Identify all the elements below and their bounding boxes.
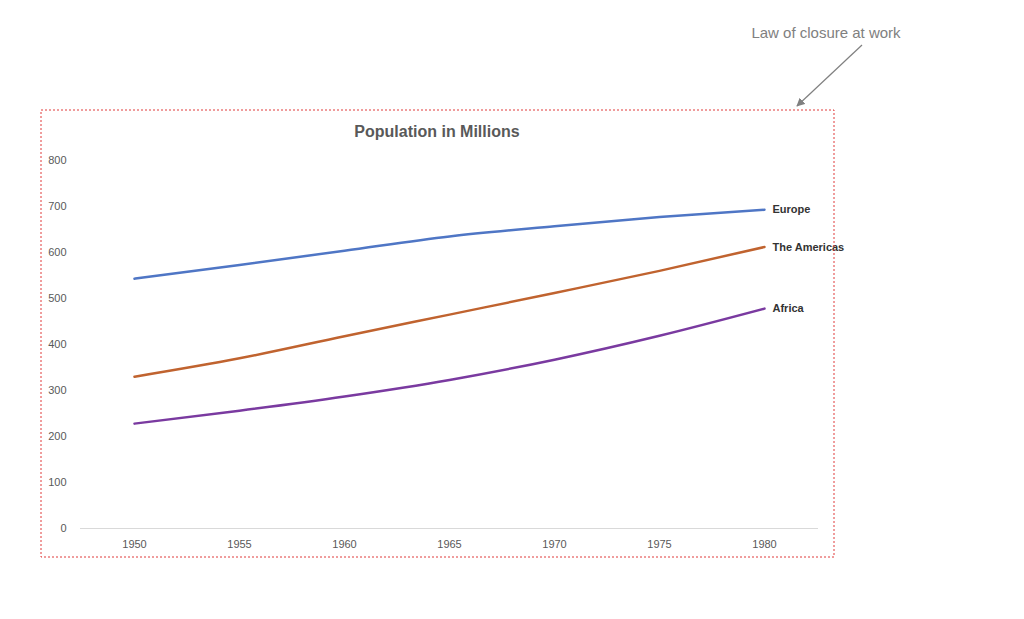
svg-text:1970: 1970 — [542, 538, 566, 550]
svg-text:700: 700 — [48, 200, 66, 212]
svg-text:0: 0 — [60, 522, 66, 534]
svg-text:400: 400 — [48, 338, 66, 350]
svg-text:200: 200 — [48, 430, 66, 442]
svg-text:1965: 1965 — [437, 538, 461, 550]
svg-text:The Americas: The Americas — [773, 241, 845, 253]
svg-text:1960: 1960 — [332, 538, 356, 550]
svg-text:1950: 1950 — [122, 538, 146, 550]
svg-text:1980: 1980 — [752, 538, 776, 550]
svg-text:Europe: Europe — [773, 203, 811, 215]
svg-text:300: 300 — [48, 384, 66, 396]
svg-text:Law of closure at work: Law of closure at work — [751, 24, 901, 41]
svg-text:500: 500 — [48, 292, 66, 304]
svg-text:100: 100 — [48, 476, 66, 488]
svg-text:1975: 1975 — [647, 538, 671, 550]
svg-text:1955: 1955 — [227, 538, 251, 550]
svg-text:800: 800 — [48, 154, 66, 166]
svg-text:Population in Millions: Population in Millions — [354, 123, 519, 140]
svg-text:Africa: Africa — [773, 302, 805, 314]
svg-text:600: 600 — [48, 246, 66, 258]
